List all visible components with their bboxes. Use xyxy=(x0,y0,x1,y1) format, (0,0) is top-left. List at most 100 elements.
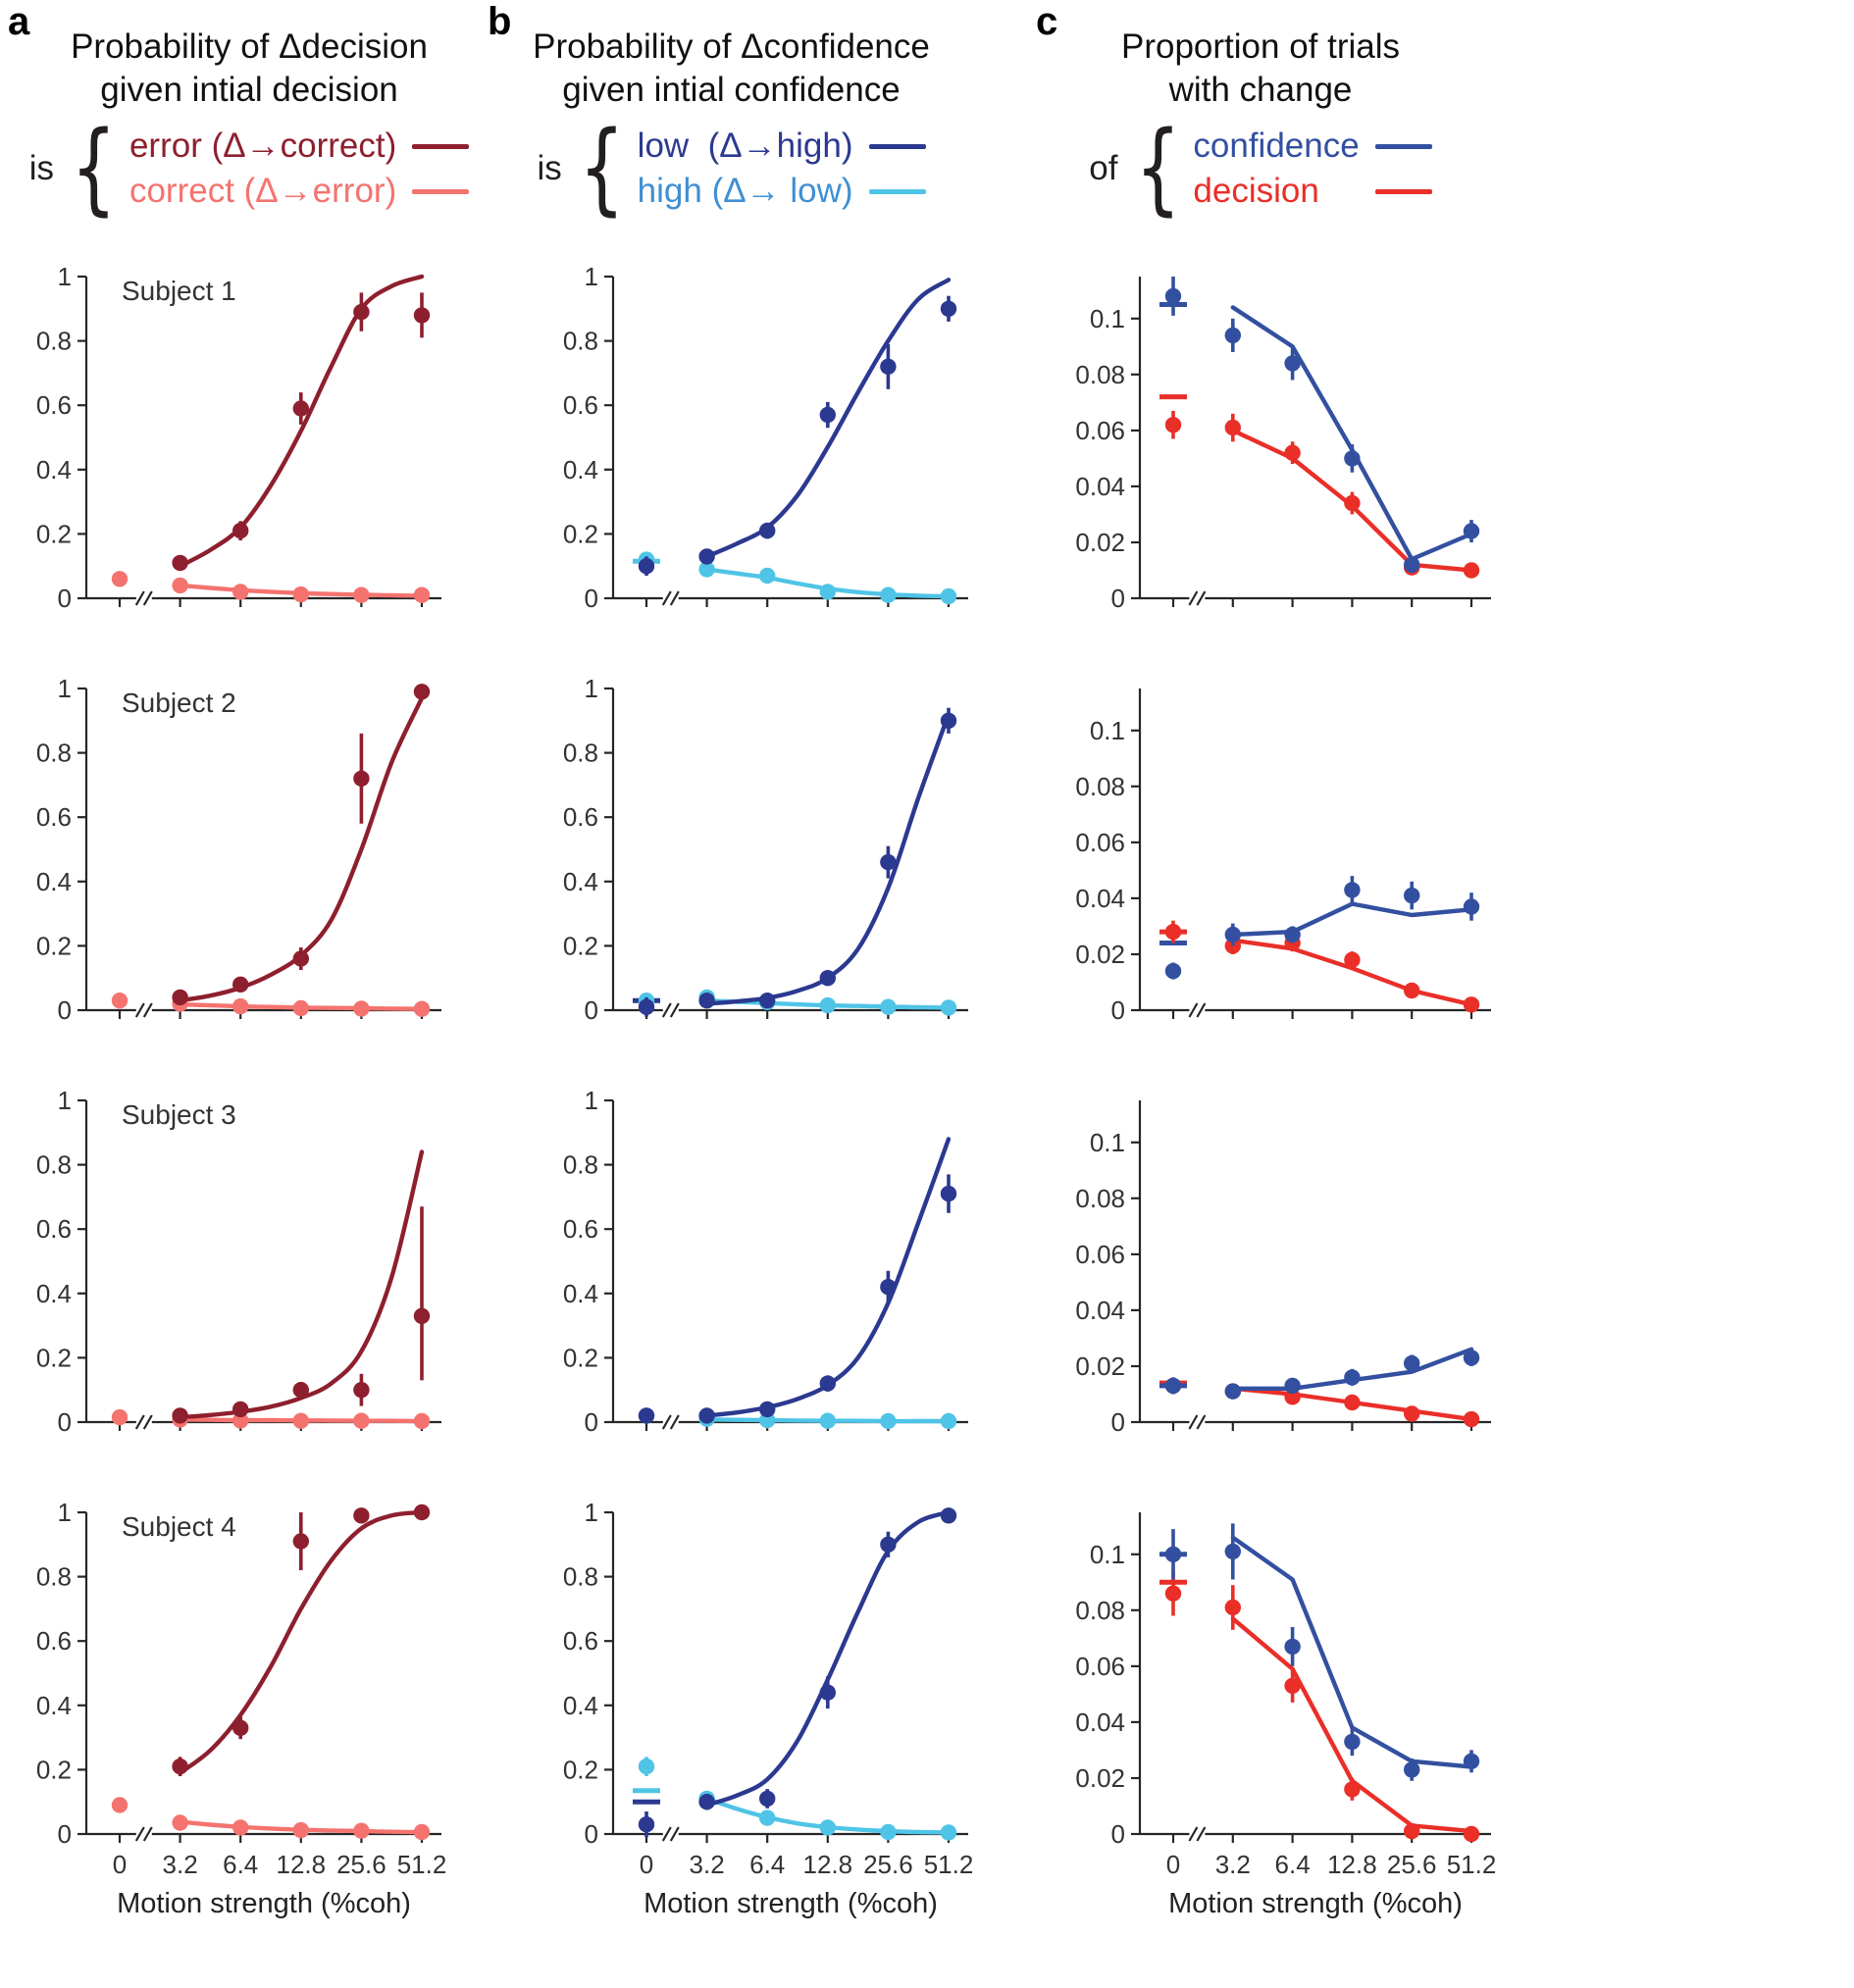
y-tick-label: 0 xyxy=(58,1407,72,1437)
y-tick-label: 0 xyxy=(1111,584,1125,613)
fit-line xyxy=(178,1149,425,1420)
y-tick-label: 0.08 xyxy=(1075,360,1125,389)
data-point xyxy=(759,1810,776,1826)
y-tick-label: 0.6 xyxy=(36,802,72,832)
panel-b-title-line2: given intial confidence xyxy=(562,71,901,110)
x-tick-label: 6.4 xyxy=(749,1850,785,1879)
data-point xyxy=(172,989,188,1006)
y-tick-label: 0 xyxy=(1111,1407,1125,1437)
data-point xyxy=(940,1412,957,1430)
y-tick-label: 0 xyxy=(585,1407,598,1437)
data-point xyxy=(353,1382,370,1399)
axis-break-icon xyxy=(661,1002,672,1018)
data-point xyxy=(1463,523,1480,539)
data-point xyxy=(413,307,431,324)
y-tick-label: 0.2 xyxy=(36,1343,72,1372)
data-point xyxy=(353,1412,370,1429)
x-tick-label: 3.2 xyxy=(1215,1850,1251,1879)
legend-label-high: high (Δ→ low) xyxy=(637,172,853,211)
plot-subject-4-c: 0 0.02 0.04 0.06 0.08 0.1 0 3.2 6.4 12.8 25.6 51.2 M… xyxy=(1075,1512,1496,1919)
y-tick-label: 0 xyxy=(1111,995,1125,1025)
axis-break-icon xyxy=(669,590,680,606)
data-point xyxy=(1463,562,1480,579)
data-point xyxy=(880,586,897,603)
y-tick-label: 0.02 xyxy=(1075,1763,1125,1793)
data-point xyxy=(1224,1383,1242,1400)
data-point xyxy=(1463,898,1480,915)
fit-line xyxy=(704,278,952,559)
data-point xyxy=(1404,1354,1420,1372)
axis-break-gap xyxy=(662,1419,679,1425)
x-tick-label: 6.4 xyxy=(223,1850,258,1879)
subject-label: Subject 2 xyxy=(122,688,236,718)
data-point xyxy=(1344,450,1361,467)
data-point xyxy=(111,571,129,587)
data-point xyxy=(819,996,836,1014)
data-point xyxy=(292,999,309,1017)
axis-break-icon xyxy=(669,1826,680,1842)
y-tick-label: 0.06 xyxy=(1075,416,1125,445)
data-point xyxy=(1284,1377,1301,1395)
data-point xyxy=(638,998,655,1015)
x-tick-label: 6.4 xyxy=(1275,1850,1311,1879)
data-point xyxy=(292,1533,309,1550)
y-tick-label: 1 xyxy=(58,1086,72,1115)
fit-line xyxy=(1230,305,1474,562)
y-tick-label: 0.04 xyxy=(1075,1708,1125,1737)
data-point xyxy=(1164,962,1182,980)
y-tick-label: 0.08 xyxy=(1075,772,1125,801)
y-tick-label: 0.2 xyxy=(563,1755,598,1784)
data-point xyxy=(940,300,957,317)
subject-label: Subject 1 xyxy=(122,276,236,306)
panel-c-title-line2: with change xyxy=(1168,71,1353,110)
y-tick-label: 1 xyxy=(585,1498,598,1527)
y-tick-label: 0.6 xyxy=(563,802,598,832)
x-tick-label: 3.2 xyxy=(163,1850,198,1879)
data-point xyxy=(940,1507,957,1524)
plot-subject-2-a: 0 0.2 0.4 0.6 0.8 1 Subject 2 xyxy=(36,674,441,1025)
data-point xyxy=(413,586,431,603)
axis-break-icon xyxy=(661,1414,672,1430)
panel-b-letter: b xyxy=(488,0,512,43)
data-point xyxy=(759,993,776,1009)
y-tick-label: 0.6 xyxy=(36,1214,72,1244)
plot-subject-4-b: 0 0.2 0.4 0.6 0.8 1 0 3.2 6.4 12.8 25.6 51.2 Motion … xyxy=(563,1498,973,1919)
y-tick-label: 0.02 xyxy=(1075,1351,1125,1381)
y-tick-label: 0.1 xyxy=(1090,1128,1125,1157)
y-tick-label: 1 xyxy=(58,262,72,291)
y-tick-label: 0.1 xyxy=(1090,1540,1125,1569)
panel-b-header: Probability of Δconfidence given intial … xyxy=(508,25,954,219)
data-point xyxy=(759,522,776,539)
data-point xyxy=(698,548,715,565)
legend-prefix: is xyxy=(537,149,562,188)
data-point xyxy=(819,1412,836,1429)
data-point xyxy=(1404,1761,1420,1778)
axis-break-icon xyxy=(669,1002,680,1018)
y-tick-label: 0.4 xyxy=(36,455,72,484)
data-point xyxy=(413,1307,431,1325)
x-tick-label: 12.8 xyxy=(802,1850,852,1879)
panel-a-letter: a xyxy=(8,0,30,43)
y-tick-label: 0 xyxy=(58,1819,72,1849)
data-point xyxy=(232,584,249,600)
data-point xyxy=(940,712,957,729)
y-tick-label: 0 xyxy=(1111,1819,1125,1849)
x-tick-label: 0 xyxy=(1166,1850,1180,1879)
y-tick-label: 0.8 xyxy=(563,1150,598,1180)
legend-line-error-icon xyxy=(412,143,470,149)
data-point xyxy=(698,1794,715,1810)
y-tick-label: 0.02 xyxy=(1075,940,1125,969)
y-tick-label: 0.4 xyxy=(36,867,72,896)
x-axis-title: Motion strength (%coh) xyxy=(117,1888,411,1919)
data-point xyxy=(292,950,309,967)
data-point xyxy=(880,1279,897,1296)
data-point xyxy=(1404,982,1420,999)
data-point xyxy=(353,1507,370,1524)
axis-break-icon xyxy=(142,590,153,606)
legend-line-decision-icon xyxy=(1374,188,1432,194)
y-tick-label: 0.4 xyxy=(563,867,598,896)
legend-line-low-icon xyxy=(868,143,926,149)
data-point xyxy=(111,1797,129,1813)
x-tick-label: 51.2 xyxy=(397,1850,447,1879)
data-point xyxy=(759,1401,776,1418)
